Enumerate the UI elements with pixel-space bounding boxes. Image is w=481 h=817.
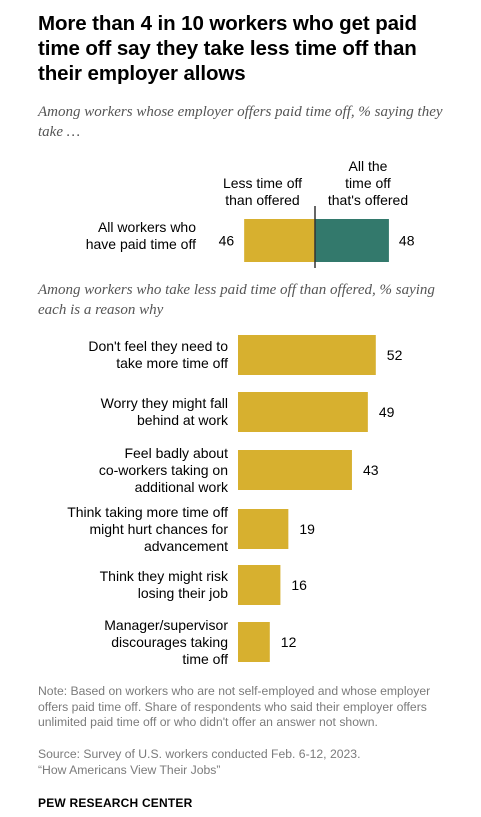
bar-reason	[238, 335, 376, 375]
value-label-reason: 49	[379, 404, 395, 420]
reason-label: Think they might risk losing their job	[99, 568, 228, 601]
bar-less-time-off	[244, 219, 315, 262]
reason-label: Don't feel they need to take more time of…	[88, 338, 228, 371]
bar-reason	[238, 450, 352, 490]
bar-reason	[238, 509, 289, 549]
bar-reason	[238, 392, 368, 432]
value-label-less: 46	[219, 233, 235, 249]
note-text: Note: Based on workers who are not self-…	[38, 684, 431, 729]
bar-all-time-off	[315, 219, 389, 262]
value-label-reason: 12	[281, 634, 297, 650]
source-text: Source: Survey of U.S. workers conducted…	[38, 747, 361, 761]
value-label-reason: 19	[299, 521, 315, 537]
chart-title: More than 4 in 10 workers who get paid t…	[38, 12, 417, 85]
column-header-less: Less time off than offered	[222, 175, 303, 208]
footer-brand: PEW RESEARCH CENTER	[38, 796, 193, 810]
value-label-reason: 52	[387, 347, 403, 363]
value-label-reason: 43	[363, 462, 379, 478]
value-label-reason: 16	[291, 577, 307, 593]
report-title-text: “How Americans View Their Jobs”	[38, 763, 221, 777]
row-label-all-workers: All workers who have paid time off	[85, 219, 196, 252]
reason-label: Think taking more time off might hurt cha…	[67, 503, 228, 554]
bar-reason	[238, 565, 281, 605]
subtitle-bottom: Among workers who take less paid time of…	[38, 282, 435, 318]
reason-label: Worry they might fall behind at work	[100, 395, 228, 428]
column-header-all: All the time off that's offered	[327, 158, 409, 208]
reason-label: Feel badly about co-workers taking on addi…	[98, 444, 228, 495]
reason-label: Manager/supervisor discourages taking time…	[104, 616, 228, 667]
subtitle-top: Among workers whose employer offers paid…	[38, 104, 443, 140]
bar-reason	[238, 622, 270, 662]
value-label-all: 48	[399, 233, 415, 249]
